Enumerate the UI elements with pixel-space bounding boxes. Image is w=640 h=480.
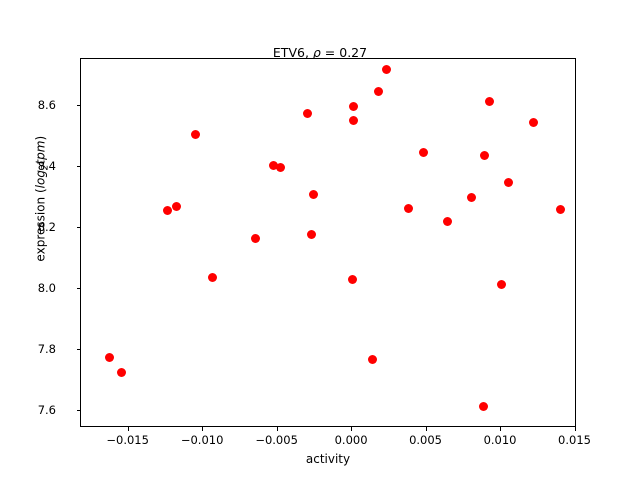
data-point	[276, 163, 286, 173]
data-point	[374, 86, 384, 96]
data-point	[404, 203, 414, 213]
data-point	[556, 204, 566, 214]
x-tick-mark	[500, 427, 502, 431]
data-point	[191, 130, 201, 140]
x-tick-label: −0.005	[255, 433, 298, 447]
data-point	[419, 147, 429, 157]
y-tick-label: 8.6	[37, 98, 56, 113]
chart-title-line-1: ETV6, ρ = 0.27	[272, 45, 368, 60]
y-tick-mark	[76, 227, 80, 229]
x-tick-mark	[276, 427, 278, 431]
data-point	[480, 150, 490, 160]
y-tick-mark	[76, 349, 80, 351]
x-axis-label: activity	[305, 452, 351, 466]
rho-symbol: ρ	[312, 45, 321, 60]
x-tick-label: −0.010	[180, 433, 224, 447]
data-point	[466, 192, 476, 202]
x-tick-mark	[425, 427, 427, 431]
y-tick-label: 7.8	[37, 342, 56, 357]
data-point	[368, 354, 378, 364]
y-tick-mark	[76, 410, 80, 412]
x-tick-label: 0.005	[409, 433, 443, 447]
data-point	[529, 117, 539, 127]
data-point	[349, 101, 359, 111]
y-tick-label: 8.0	[37, 281, 56, 296]
y-tick-mark	[76, 105, 80, 107]
data-point	[381, 64, 391, 74]
data-point	[268, 161, 278, 171]
x-tick-mark	[127, 427, 129, 431]
y-tick-label: 8.4	[37, 159, 56, 174]
y-tick-mark	[76, 288, 80, 290]
y-tick-label: 8.2	[37, 220, 56, 235]
data-point	[104, 353, 114, 363]
data-point	[503, 178, 513, 187]
data-point	[308, 190, 318, 200]
x-tick-label: 0.010	[483, 433, 517, 447]
data-point	[116, 368, 126, 378]
data-point	[442, 217, 452, 227]
data-point	[347, 274, 357, 284]
x-tick-mark	[202, 427, 204, 431]
y-tick-label: 7.6	[37, 403, 56, 418]
data-point	[302, 109, 312, 119]
data-point	[484, 96, 494, 106]
data-point	[171, 201, 181, 211]
x-tick-label: 0.015	[558, 433, 591, 447]
data-point	[207, 272, 217, 282]
y-tick-mark	[76, 166, 80, 168]
x-tick-mark	[574, 427, 576, 431]
x-tick-mark	[351, 427, 353, 431]
data-point	[478, 402, 488, 412]
data-points-layer	[81, 59, 575, 426]
x-tick-label: 0.000	[334, 433, 368, 447]
x-tick-label: −0.015	[106, 433, 149, 447]
data-point	[349, 116, 359, 126]
data-point	[307, 230, 317, 240]
y-axis-label: expression (log2tpm)	[33, 135, 51, 262]
plot-area	[80, 58, 576, 427]
data-point	[162, 205, 172, 215]
y-label-log-term: log2tpm	[33, 140, 51, 189]
data-point	[496, 280, 506, 290]
data-point	[250, 234, 260, 244]
